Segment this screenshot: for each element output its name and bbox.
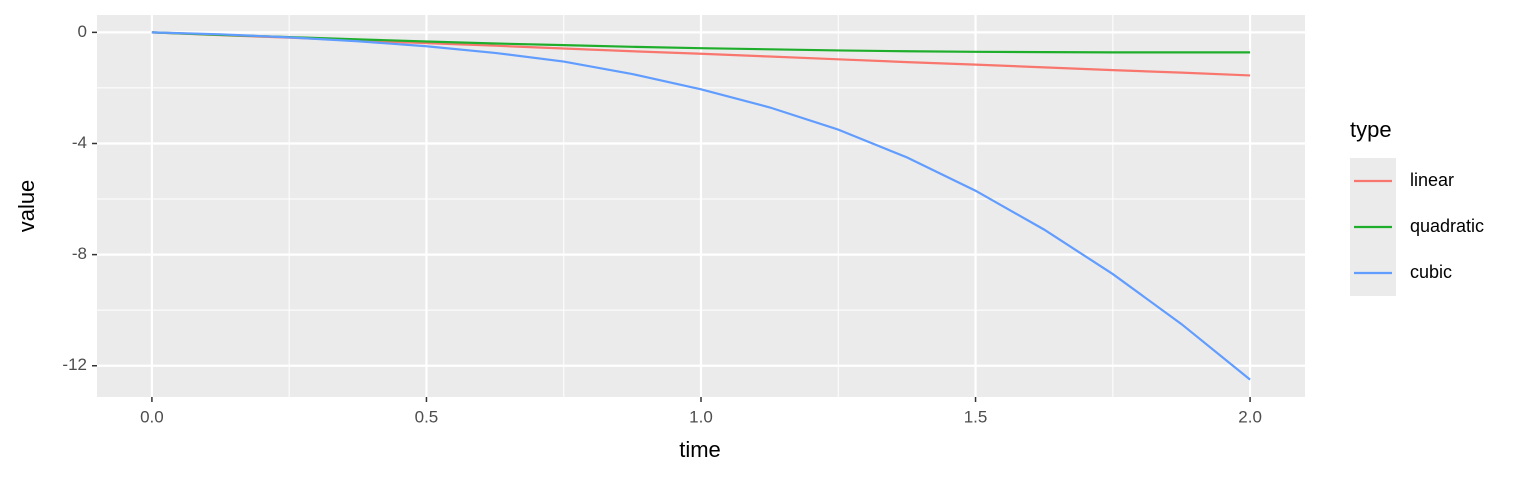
series-line [151,31,1251,381]
y-tick-label: -12 [62,355,87,374]
x-tick-label: 2.0 [1238,407,1262,426]
x-tick-label: 0.0 [140,407,164,426]
legend-title: type [1350,117,1392,142]
legend-label: quadratic [1410,216,1484,236]
series-line [151,31,1251,54]
x-axis-title: time [679,437,721,462]
y-tick-label: -4 [72,133,87,152]
x-tick-label: 1.0 [689,407,713,426]
legend-label: linear [1410,170,1454,190]
y-tick-label: -8 [72,244,87,263]
x-tick-label: 0.5 [415,407,439,426]
y-tick-label: 0 [78,22,87,41]
legend-label: cubic [1410,262,1452,282]
y-axis-title: value [14,180,39,233]
x-tick-label: 1.5 [964,407,988,426]
